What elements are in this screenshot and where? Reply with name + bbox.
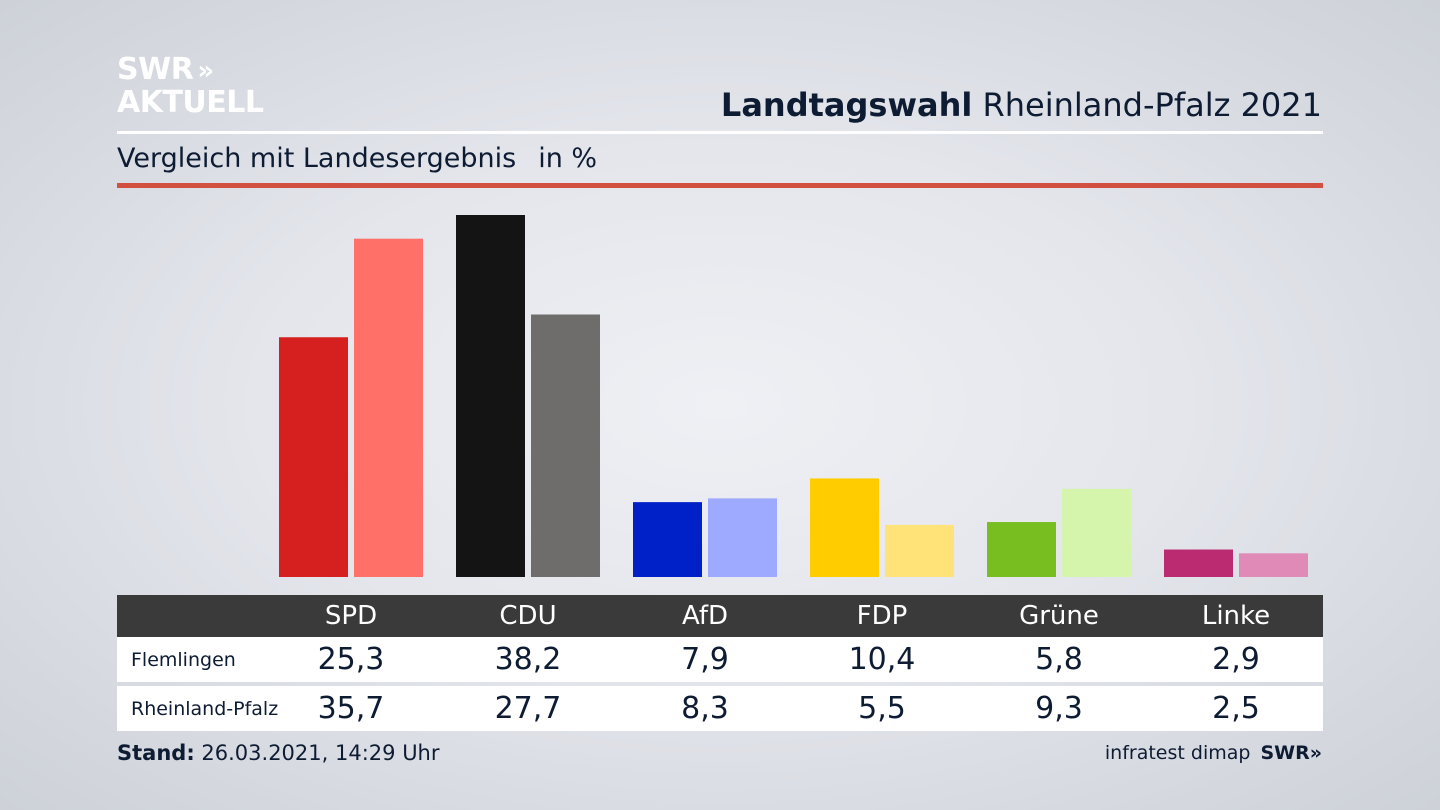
data-label: 27,7 <box>494 691 562 726</box>
party-header: AfD <box>681 601 729 631</box>
party-header: CDU <box>499 601 557 631</box>
logo-text-aktuell: AKTUELL <box>117 85 264 120</box>
timestamp-value: 26.03.2021, 14:29 Uhr <box>201 741 440 765</box>
source-brand: SWR» <box>1260 742 1322 764</box>
data-label: 7,9 <box>681 642 729 677</box>
data-label: 5,5 <box>858 691 906 726</box>
swr-aktuell-logo: SWR» AKTUELL <box>117 54 264 119</box>
data-label: 35,7 <box>317 691 385 726</box>
bar-afd-local <box>633 502 702 577</box>
source-text: infratest dimap <box>1104 742 1251 764</box>
party-header: SPD <box>324 601 378 631</box>
party-header: Linke <box>1201 601 1271 631</box>
bar-spd-local <box>279 337 348 577</box>
bar-fdp-local <box>810 478 879 577</box>
title-divider <box>117 131 1323 134</box>
page-title-bold: Landtagswahl <box>720 86 973 124</box>
party-header: Grüne <box>1019 601 1099 631</box>
data-label: 8,3 <box>681 691 729 726</box>
table-header-row: SPD CDU AfD FDP Grüne Linke <box>117 595 1323 637</box>
data-label: 2,9 <box>1212 642 1260 677</box>
bar-afd-state <box>708 498 777 577</box>
source-brand-text: SWR <box>1260 742 1310 764</box>
source-credit: infratest dimap SWR» <box>1105 742 1322 764</box>
page-title: Landtagswahl Rheinland-Pfalz 2021 <box>721 86 1322 124</box>
bar-grne-state <box>1062 488 1131 577</box>
page-title-rest: Rheinland-Pfalz 2021 <box>982 86 1322 124</box>
timestamp-label: Stand: <box>117 741 195 765</box>
chart-subtitle: Vergleich mit Landesergebnis in % <box>117 143 597 174</box>
accent-divider <box>117 183 1323 188</box>
source-chevron-icon: » <box>1309 742 1322 764</box>
bar-spd-state <box>354 238 423 577</box>
bar-linke-local <box>1164 549 1233 577</box>
data-label: 5,8 <box>1035 642 1083 677</box>
data-label: 38,2 <box>494 642 562 677</box>
bar-cdu-local <box>456 215 525 577</box>
row-label: Rheinland-Pfalz <box>131 697 279 720</box>
table-row: Flemlingen 25,3 38,2 7,9 10,4 5,8 2,9 <box>117 637 1323 682</box>
table-row: Rheinland-Pfalz 35,7 27,7 8,3 5,5 9,3 2,5 <box>117 686 1323 731</box>
data-label: 2,5 <box>1212 691 1260 726</box>
bar-linke-state <box>1239 553 1308 577</box>
chart-unit: in % <box>538 143 598 174</box>
bar-fdp-state <box>885 524 954 577</box>
row-label: Flemlingen <box>131 648 236 671</box>
chart-subtitle-text: Vergleich mit Landesergebnis <box>117 143 517 174</box>
data-label: 10,4 <box>848 642 916 677</box>
results-table: SPD CDU AfD FDP Grüne Linke Flemlingen 25,3 38… <box>117 595 1323 731</box>
logo-text-swr: SWR <box>117 52 194 87</box>
data-label: 25,3 <box>317 642 385 677</box>
timestamp: Stand: 26.03.2021, 14:29 Uhr <box>117 741 440 765</box>
party-header: FDP <box>856 601 908 631</box>
data-label: 9,3 <box>1035 691 1083 726</box>
bar-grne-local <box>987 522 1056 577</box>
bar-cdu-state <box>531 314 600 577</box>
